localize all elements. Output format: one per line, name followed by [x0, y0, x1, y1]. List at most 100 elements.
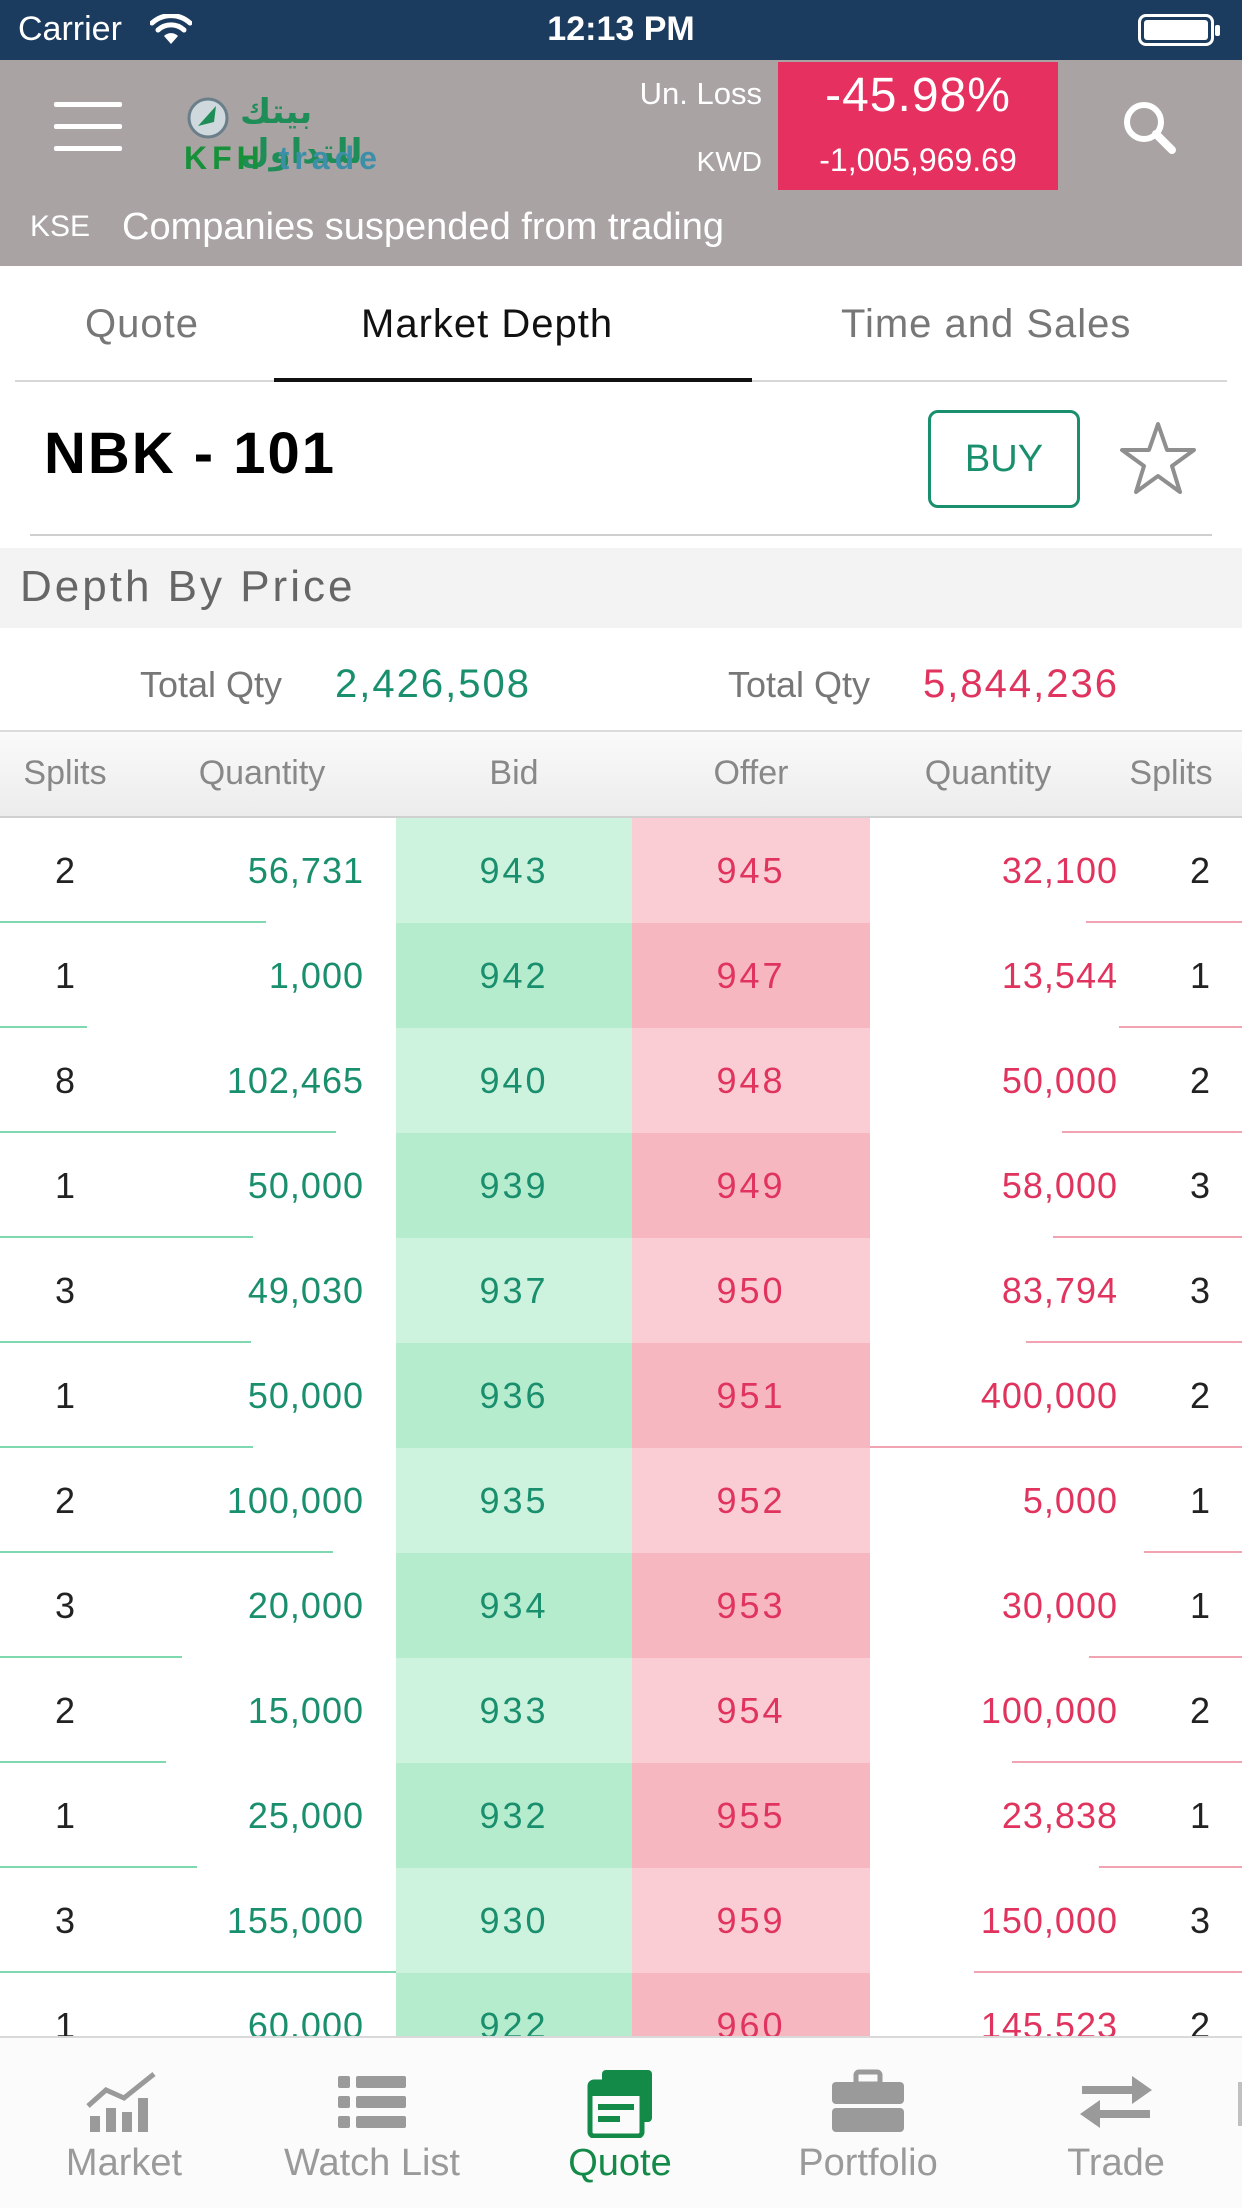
bid-price-cell[interactable]: 933 [396, 1658, 632, 1763]
offer-volume-bar [1099, 1866, 1242, 1868]
offer-price-cell[interactable]: 960 [632, 1973, 870, 2036]
total-offer-value: 5,844,236 [923, 662, 1119, 706]
offer-quantity-cell: 5,000 [1022, 1480, 1118, 1521]
bid-price-cell[interactable]: 940 [396, 1028, 632, 1133]
bid-splits-cell: 3 [54, 1900, 76, 1941]
col-bid: Bid [489, 754, 539, 792]
offer-splits-cell: 2 [1189, 1690, 1211, 1731]
unrealized-loss-box: -45.98% -1,005,969.69 [778, 62, 1058, 190]
tab-market-depth[interactable]: Market Depth [361, 302, 614, 346]
section-title: Depth By Price [20, 562, 356, 611]
star-icon[interactable] [1118, 420, 1198, 496]
tab-time-and-sales[interactable]: Time and Sales [841, 302, 1132, 346]
total-offer-label: Total Qty [728, 664, 871, 705]
offer-volume-bar [1086, 921, 1242, 923]
offer-volume-bar [1026, 1341, 1242, 1343]
depth-row[interactable]: 1 50,000 939 949 58,000 3 [0, 1133, 1242, 1238]
offer-price-cell[interactable]: 954 [632, 1658, 870, 1763]
loss-amount: -1,005,969.69 [819, 142, 1017, 178]
bid-price-cell[interactable]: 942 [396, 923, 632, 1028]
offer-price-cell[interactable]: 945 [632, 818, 870, 923]
bid-price-cell[interactable]: 943 [396, 818, 632, 923]
offer-price-cell[interactable]: 951 [632, 1343, 870, 1448]
bid-price-cell[interactable]: 936 [396, 1343, 632, 1448]
bid-volume-bar [0, 1551, 333, 1553]
depth-row[interactable]: 2 56,731 943 945 32,100 2 [0, 818, 1242, 923]
nav-scroll-edge [1238, 2082, 1242, 2126]
bid-quantity-cell: 25,000 [247, 1795, 364, 1836]
offer-splits-cell: 3 [1189, 1165, 1211, 1206]
col-bid-quantity: Quantity [198, 754, 326, 792]
buy-button[interactable]: BUY [928, 410, 1080, 508]
tab-quote[interactable]: Quote [85, 302, 199, 346]
offer-quantity-cell: 400,000 [980, 1375, 1118, 1416]
ticker-message[interactable]: Companies suspended from trading [122, 206, 725, 248]
bid-quantity-cell: 56,731 [247, 850, 364, 891]
bid-volume-bar [0, 921, 266, 923]
depth-row[interactable]: 2 15,000 933 954 100,000 2 [0, 1658, 1242, 1763]
kfh-trade-logo: بيتك للتداول KFH trade [180, 90, 410, 180]
offer-price-cell[interactable]: 947 [632, 923, 870, 1028]
nav-watch-list-label: Watch List [284, 2142, 460, 2184]
tab-bar: Quote Market Depth Time and Sales [0, 266, 1242, 384]
nav-quote-label: Quote [568, 2142, 672, 2184]
bid-quantity-cell: 100,000 [226, 1480, 364, 1521]
offer-price-cell[interactable]: 949 [632, 1133, 870, 1238]
bid-price-cell[interactable]: 932 [396, 1763, 632, 1868]
depth-row[interactable]: 1 60,000 922 960 145,523 2 [0, 1973, 1242, 2036]
bid-quantity-cell: 1,000 [268, 955, 364, 996]
bid-price-cell[interactable]: 922 [396, 1973, 632, 2036]
nav-market[interactable]: Market [0, 2038, 248, 2208]
bid-splits-cell: 1 [54, 1375, 76, 1416]
offer-volume-bar [974, 1971, 1242, 1973]
nav-trade[interactable]: Trade [992, 2038, 1240, 2208]
battery-icon [1138, 14, 1220, 46]
bid-price-cell[interactable]: 930 [396, 1868, 632, 1973]
quote-icon [587, 2070, 652, 2138]
bid-volume-bar [0, 1971, 400, 1973]
symbol-divider [30, 534, 1212, 536]
depth-row[interactable]: 1 25,000 932 955 23,838 1 [0, 1763, 1242, 1868]
offer-quantity-cell: 58,000 [1001, 1165, 1118, 1206]
logo-arabic-text: بيتك للتداول [240, 93, 363, 171]
bid-price-cell[interactable]: 934 [396, 1553, 632, 1658]
carrier-label: Carrier [18, 10, 122, 48]
search-icon[interactable] [1118, 96, 1180, 158]
offer-price-cell[interactable]: 950 [632, 1238, 870, 1343]
depth-row[interactable]: 2 100,000 935 952 5,000 1 [0, 1448, 1242, 1553]
depth-row[interactable]: 3 49,030 937 950 83,794 3 [0, 1238, 1242, 1343]
menu-icon[interactable] [54, 102, 122, 152]
col-offer: Offer [713, 754, 789, 792]
bid-splits-cell: 1 [54, 1795, 76, 1836]
bid-splits-cell: 1 [54, 955, 76, 996]
offer-price-cell[interactable]: 953 [632, 1553, 870, 1658]
status-bar: Carrier 12:13 PM [0, 0, 1242, 60]
bid-quantity-cell: 50,000 [247, 1165, 364, 1206]
bid-price-cell[interactable]: 935 [396, 1448, 632, 1553]
offer-volume-bar [1144, 1551, 1242, 1553]
bid-splits-cell: 8 [54, 1060, 76, 1101]
loss-percent: -45.98% [825, 69, 1011, 122]
offer-quantity-cell: 50,000 [1001, 1060, 1118, 1101]
nav-quote[interactable]: Quote [496, 2038, 744, 2208]
depth-row[interactable]: 1 1,000 942 947 13,544 1 [0, 923, 1242, 1028]
col-offer-splits: Splits [1129, 754, 1213, 792]
offer-quantity-cell: 23,838 [1001, 1795, 1118, 1836]
depth-row[interactable]: 3 155,000 930 959 150,000 3 [0, 1868, 1242, 1973]
depth-row[interactable]: 8 102,465 940 948 50,000 2 [0, 1028, 1242, 1133]
bid-splits-cell: 3 [54, 1270, 76, 1311]
offer-splits-cell: 1 [1189, 955, 1211, 996]
bid-price-cell[interactable]: 937 [396, 1238, 632, 1343]
bid-price-cell[interactable]: 939 [396, 1133, 632, 1238]
offer-price-cell[interactable]: 948 [632, 1028, 870, 1133]
offer-price-cell[interactable]: 952 [632, 1448, 870, 1553]
bid-quantity-cell: 60,000 [247, 2005, 364, 2036]
offer-quantity-cell: 100,000 [980, 1690, 1118, 1731]
nav-portfolio[interactable]: Portfolio [744, 2038, 992, 2208]
depth-row[interactable]: 3 20,000 934 953 30,000 1 [0, 1553, 1242, 1658]
offer-price-cell[interactable]: 955 [632, 1763, 870, 1868]
depth-row[interactable]: 1 50,000 936 951 400,000 2 [0, 1343, 1242, 1448]
offer-quantity-cell: 150,000 [980, 1900, 1118, 1941]
offer-price-cell[interactable]: 959 [632, 1868, 870, 1973]
nav-watch-list[interactable]: Watch List [248, 2038, 496, 2208]
